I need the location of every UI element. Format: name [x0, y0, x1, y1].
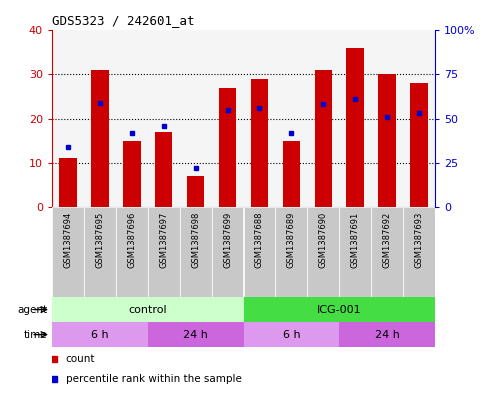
- Bar: [91, 70, 109, 207]
- Bar: [243, 322, 339, 347]
- Text: 24 h: 24 h: [183, 330, 208, 340]
- Bar: [314, 70, 332, 207]
- Bar: [339, 322, 435, 347]
- Text: GSM1387688: GSM1387688: [255, 211, 264, 268]
- Bar: [307, 207, 339, 297]
- Bar: [403, 207, 435, 297]
- Bar: [378, 74, 396, 207]
- Text: 6 h: 6 h: [91, 330, 109, 340]
- Bar: [52, 297, 243, 322]
- Text: agent: agent: [17, 305, 47, 314]
- Text: GSM1387692: GSM1387692: [383, 211, 392, 268]
- Text: count: count: [66, 354, 95, 364]
- Text: 6 h: 6 h: [283, 330, 300, 340]
- Bar: [52, 322, 148, 347]
- Bar: [243, 297, 435, 322]
- Text: GSM1387699: GSM1387699: [223, 211, 232, 268]
- Text: GSM1387695: GSM1387695: [95, 211, 104, 268]
- Bar: [243, 207, 275, 297]
- Bar: [148, 207, 180, 297]
- Text: GDS5323 / 242601_at: GDS5323 / 242601_at: [52, 15, 195, 28]
- Bar: [187, 176, 204, 207]
- Bar: [52, 207, 84, 297]
- Bar: [346, 48, 364, 207]
- Text: GSM1387698: GSM1387698: [191, 211, 200, 268]
- Bar: [219, 88, 236, 207]
- Bar: [212, 207, 243, 297]
- Bar: [251, 79, 268, 207]
- Text: GSM1387689: GSM1387689: [287, 211, 296, 268]
- Bar: [155, 132, 172, 207]
- Bar: [410, 83, 428, 207]
- Text: GSM1387696: GSM1387696: [128, 211, 136, 268]
- Bar: [116, 207, 148, 297]
- Bar: [371, 207, 403, 297]
- Bar: [123, 141, 141, 207]
- Text: time: time: [24, 330, 47, 340]
- Bar: [283, 141, 300, 207]
- Text: 24 h: 24 h: [375, 330, 399, 340]
- Text: percentile rank within the sample: percentile rank within the sample: [66, 374, 242, 384]
- Bar: [84, 207, 116, 297]
- Bar: [148, 322, 243, 347]
- Bar: [59, 158, 77, 207]
- Text: ICG-001: ICG-001: [317, 305, 362, 314]
- Text: GSM1387693: GSM1387693: [414, 211, 424, 268]
- Text: GSM1387694: GSM1387694: [63, 211, 72, 268]
- Bar: [339, 207, 371, 297]
- Bar: [275, 207, 307, 297]
- Text: GSM1387697: GSM1387697: [159, 211, 168, 268]
- Text: GSM1387690: GSM1387690: [319, 211, 328, 268]
- Text: GSM1387691: GSM1387691: [351, 211, 360, 268]
- Bar: [180, 207, 212, 297]
- Text: control: control: [128, 305, 167, 314]
